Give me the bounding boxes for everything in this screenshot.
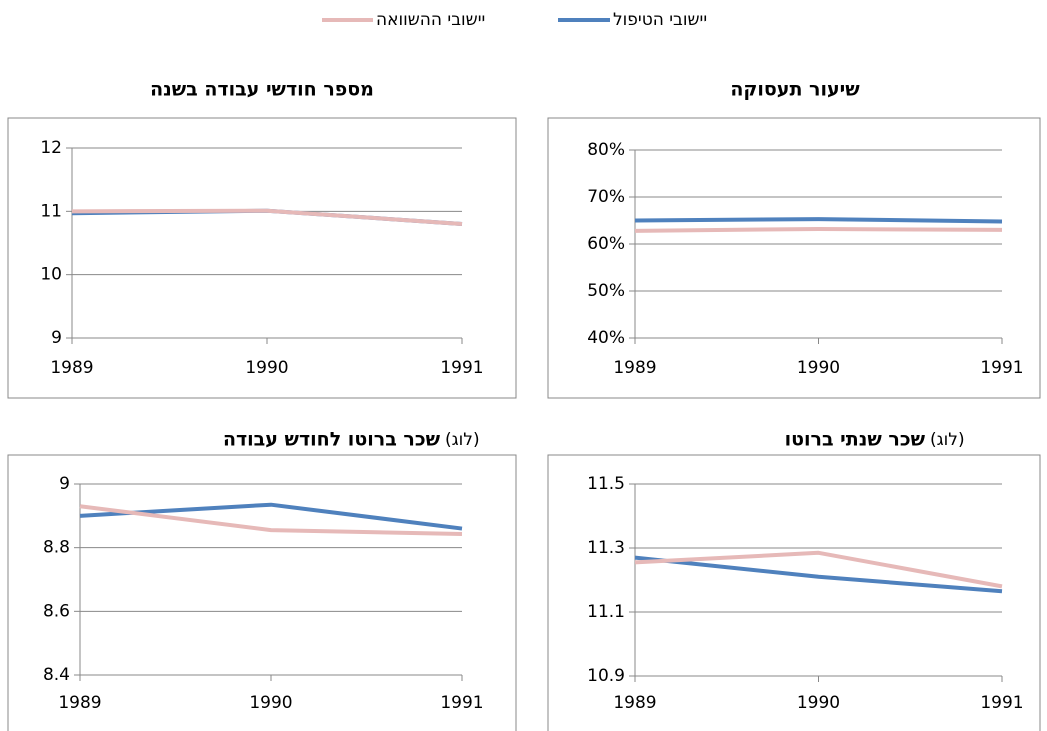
series-line <box>634 226 1003 233</box>
panel-border <box>7 454 517 731</box>
x-tick-label: 1990 <box>797 358 840 378</box>
chart-title: שכר ברוטו לחודש עבודה <box>223 429 441 451</box>
x-tick-label: 1991 <box>440 693 483 713</box>
chart-title: שכר שנתי ברוטו <box>785 429 926 451</box>
y-tick-label: 9 <box>59 474 70 494</box>
x-tick-label: 1991 <box>980 358 1023 378</box>
x-tick-label: 1990 <box>249 693 292 713</box>
y-tick-label: 11.1 <box>587 602 625 622</box>
chart-title: מספר חודשי עבודה בשנה <box>150 79 374 101</box>
panel-border <box>7 117 517 399</box>
panel-border <box>547 454 1041 731</box>
chart-title-prefix: (לוג) <box>930 430 965 450</box>
chart-title-prefix: (לוג) <box>445 430 480 450</box>
chart-title: שיעור תעסוקה <box>730 79 860 101</box>
panel-border <box>547 117 1041 399</box>
series-line <box>79 504 463 536</box>
legend-label: יישובי הטיפול <box>613 10 707 30</box>
y-tick-label: 40% <box>587 328 625 348</box>
x-tick-label: 1990 <box>245 358 288 378</box>
y-tick-label: 70% <box>587 187 625 207</box>
series-line <box>634 217 1003 224</box>
x-tick-label: 1989 <box>50 358 93 378</box>
y-tick-label: 9 <box>51 328 62 348</box>
y-tick-label: 8.6 <box>43 601 70 621</box>
y-tick-label: 60% <box>587 234 625 254</box>
x-tick-label: 1989 <box>613 693 656 713</box>
x-tick-label: 1989 <box>613 358 656 378</box>
y-tick-label: 12 <box>40 138 62 158</box>
series-line <box>71 208 463 226</box>
y-tick-label: 11.3 <box>587 538 625 558</box>
series-line <box>634 550 1003 589</box>
legend-label: יישובי ההשוואה <box>376 10 485 30</box>
y-tick-label: 8.8 <box>43 538 70 558</box>
x-tick-label: 1989 <box>58 693 101 713</box>
y-tick-label: 8.4 <box>43 665 70 685</box>
y-tick-label: 50% <box>587 281 625 301</box>
x-tick-label: 1990 <box>797 693 840 713</box>
series-line <box>634 555 1003 594</box>
y-tick-label: 11.5 <box>587 474 625 494</box>
y-tick-label: 10.9 <box>587 666 625 686</box>
series-line <box>79 502 463 531</box>
y-tick-label: 11 <box>40 201 62 221</box>
x-tick-label: 1991 <box>440 358 483 378</box>
x-tick-label: 1991 <box>980 693 1023 713</box>
y-tick-label: 80% <box>587 140 625 160</box>
y-tick-label: 10 <box>40 265 62 285</box>
